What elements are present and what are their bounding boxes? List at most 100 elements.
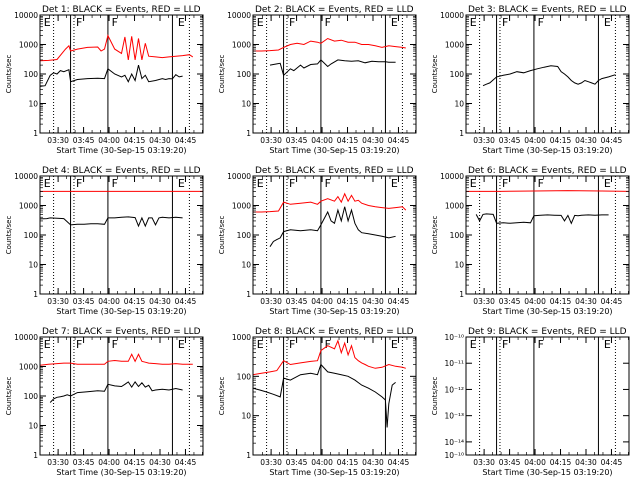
x-tick-label: 03:30 — [260, 297, 282, 306]
x-tick-label: 04:15 — [550, 136, 572, 145]
x-tick-label: 04:15 — [337, 458, 359, 467]
x-tick-label: 03:45 — [286, 458, 308, 467]
x-tick-label: 04:15 — [124, 458, 146, 467]
x-tick-label: 04:45 — [388, 136, 410, 145]
interval-marker: E — [470, 16, 477, 29]
chart-title: Det 3: BLACK = Events, RED = LLD — [468, 5, 627, 15]
interval-marker: F — [502, 16, 508, 29]
y-axis-label: Counts/sec — [5, 377, 13, 416]
y-tick-label: 1000 — [445, 41, 464, 50]
y-tick-label: 10000 — [14, 333, 38, 342]
series-events — [269, 59, 396, 77]
plot-frame — [39, 175, 204, 295]
interval-marker: E — [604, 16, 611, 29]
y-tick-label: 10⁻¹² — [444, 385, 464, 394]
y-tick-label: 10 — [241, 412, 251, 421]
x-tick-label: 04:00 — [524, 297, 546, 306]
plot-frame — [465, 14, 630, 134]
interval-marker: E — [391, 16, 398, 29]
x-tick-label: 03:30 — [473, 458, 495, 467]
y-tick-label: 100 — [24, 392, 39, 401]
y-tick-label: 1000 — [19, 41, 38, 50]
y-tick-label: 10⁻¹⁰ — [444, 333, 464, 342]
y-tick-label: 10 — [454, 100, 464, 109]
interval-marker: E — [604, 338, 611, 351]
y-tick-label: 100 — [450, 70, 465, 79]
series-lld — [39, 353, 193, 366]
x-tick-label: 04:15 — [337, 297, 359, 306]
y-axis-label: Counts/sec — [218, 216, 226, 255]
x-tick-label: 04:45 — [175, 458, 197, 467]
x-tick-label: 04:45 — [601, 458, 623, 467]
x-tick-label: 04:30 — [575, 136, 597, 145]
y-axis-label: Counts/sec — [5, 216, 13, 255]
x-tick-label: 04:00 — [311, 458, 333, 467]
x-tick-label: 04:00 — [524, 136, 546, 145]
x-tick-label: 04:15 — [124, 297, 146, 306]
interval-marker: E — [44, 338, 51, 351]
interval-marker: F — [325, 177, 331, 190]
x-tick-label: 03:30 — [47, 297, 69, 306]
y-tick-label: 10⁻¹⁴ — [444, 438, 464, 447]
plot-frame — [465, 175, 630, 295]
x-tick-label: 04:15 — [550, 297, 572, 306]
x-tick-label: 04:00 — [524, 458, 546, 467]
x-axis-label: Start Time (30-Sep-15 03:19:20) — [482, 468, 612, 477]
chart-title: Det 5: BLACK = Events, RED = LLD — [255, 166, 414, 176]
series-events — [49, 381, 183, 403]
interval-marker: E — [257, 338, 264, 351]
y-axis-label: Counts/sec — [431, 216, 439, 255]
series-lld — [252, 339, 406, 376]
series-lld — [253, 192, 407, 213]
y-axis-label: Counts/sec — [431, 55, 439, 94]
interval-marker: E — [178, 16, 185, 29]
interval-marker: E — [604, 177, 611, 190]
plot-frame — [39, 14, 204, 134]
y-tick-label: 1 — [33, 451, 38, 460]
x-axis-label: Start Time (30-Sep-15 03:19:20) — [56, 468, 186, 477]
series-lld — [466, 190, 630, 192]
y-tick-label: 10000 — [14, 11, 38, 20]
interval-marker: E — [391, 338, 398, 351]
chart-title: Det 1: BLACK = Events, RED = LLD — [42, 5, 201, 15]
y-axis-label: Counts/sec — [218, 377, 226, 416]
interval-marker: F — [538, 16, 544, 29]
y-tick-label: 1000 — [232, 333, 251, 342]
interval-marker: F — [325, 16, 331, 29]
series-events — [252, 363, 396, 428]
x-tick-label: 03:30 — [473, 136, 495, 145]
chart-title: Det 9: BLACK = Events, RED = LLD — [468, 327, 627, 337]
y-tick-label: 1 — [246, 451, 251, 460]
x-tick-label: 03:30 — [260, 458, 282, 467]
x-tick-label: 04:45 — [601, 136, 623, 145]
y-tick-label: 10 — [28, 261, 38, 270]
y-tick-label: 1000 — [232, 41, 251, 50]
y-tick-label: 1 — [246, 129, 251, 138]
y-axis-label: Counts/sec — [5, 55, 13, 94]
series-lld — [39, 34, 194, 62]
y-tick-label: 10⁻¹⁰ — [444, 451, 464, 460]
x-tick-label: 04:30 — [149, 458, 171, 467]
y-axis-label: Counts/sec — [218, 55, 226, 94]
interval-marker: E — [257, 16, 264, 29]
x-tick-label: 03:30 — [260, 136, 282, 145]
x-tick-label: 03:45 — [499, 297, 521, 306]
y-tick-label: 10000 — [440, 172, 464, 181]
interval-marker: F — [289, 16, 295, 29]
interval-marker: F — [538, 177, 544, 190]
x-tick-label: 04:45 — [175, 297, 197, 306]
chart-title: Det 2: BLACK = Events, RED = LLD — [255, 5, 414, 15]
y-tick-label: 100 — [24, 70, 39, 79]
interval-marker: F — [502, 338, 508, 351]
y-tick-label: 1000 — [19, 202, 38, 211]
y-tick-label: 1 — [33, 290, 38, 299]
x-tick-label: 04:00 — [98, 297, 120, 306]
plot-frame — [465, 336, 630, 456]
x-tick-label: 03:45 — [499, 136, 521, 145]
x-tick-label: 03:30 — [473, 297, 495, 306]
y-tick-label: 1000 — [445, 202, 464, 211]
